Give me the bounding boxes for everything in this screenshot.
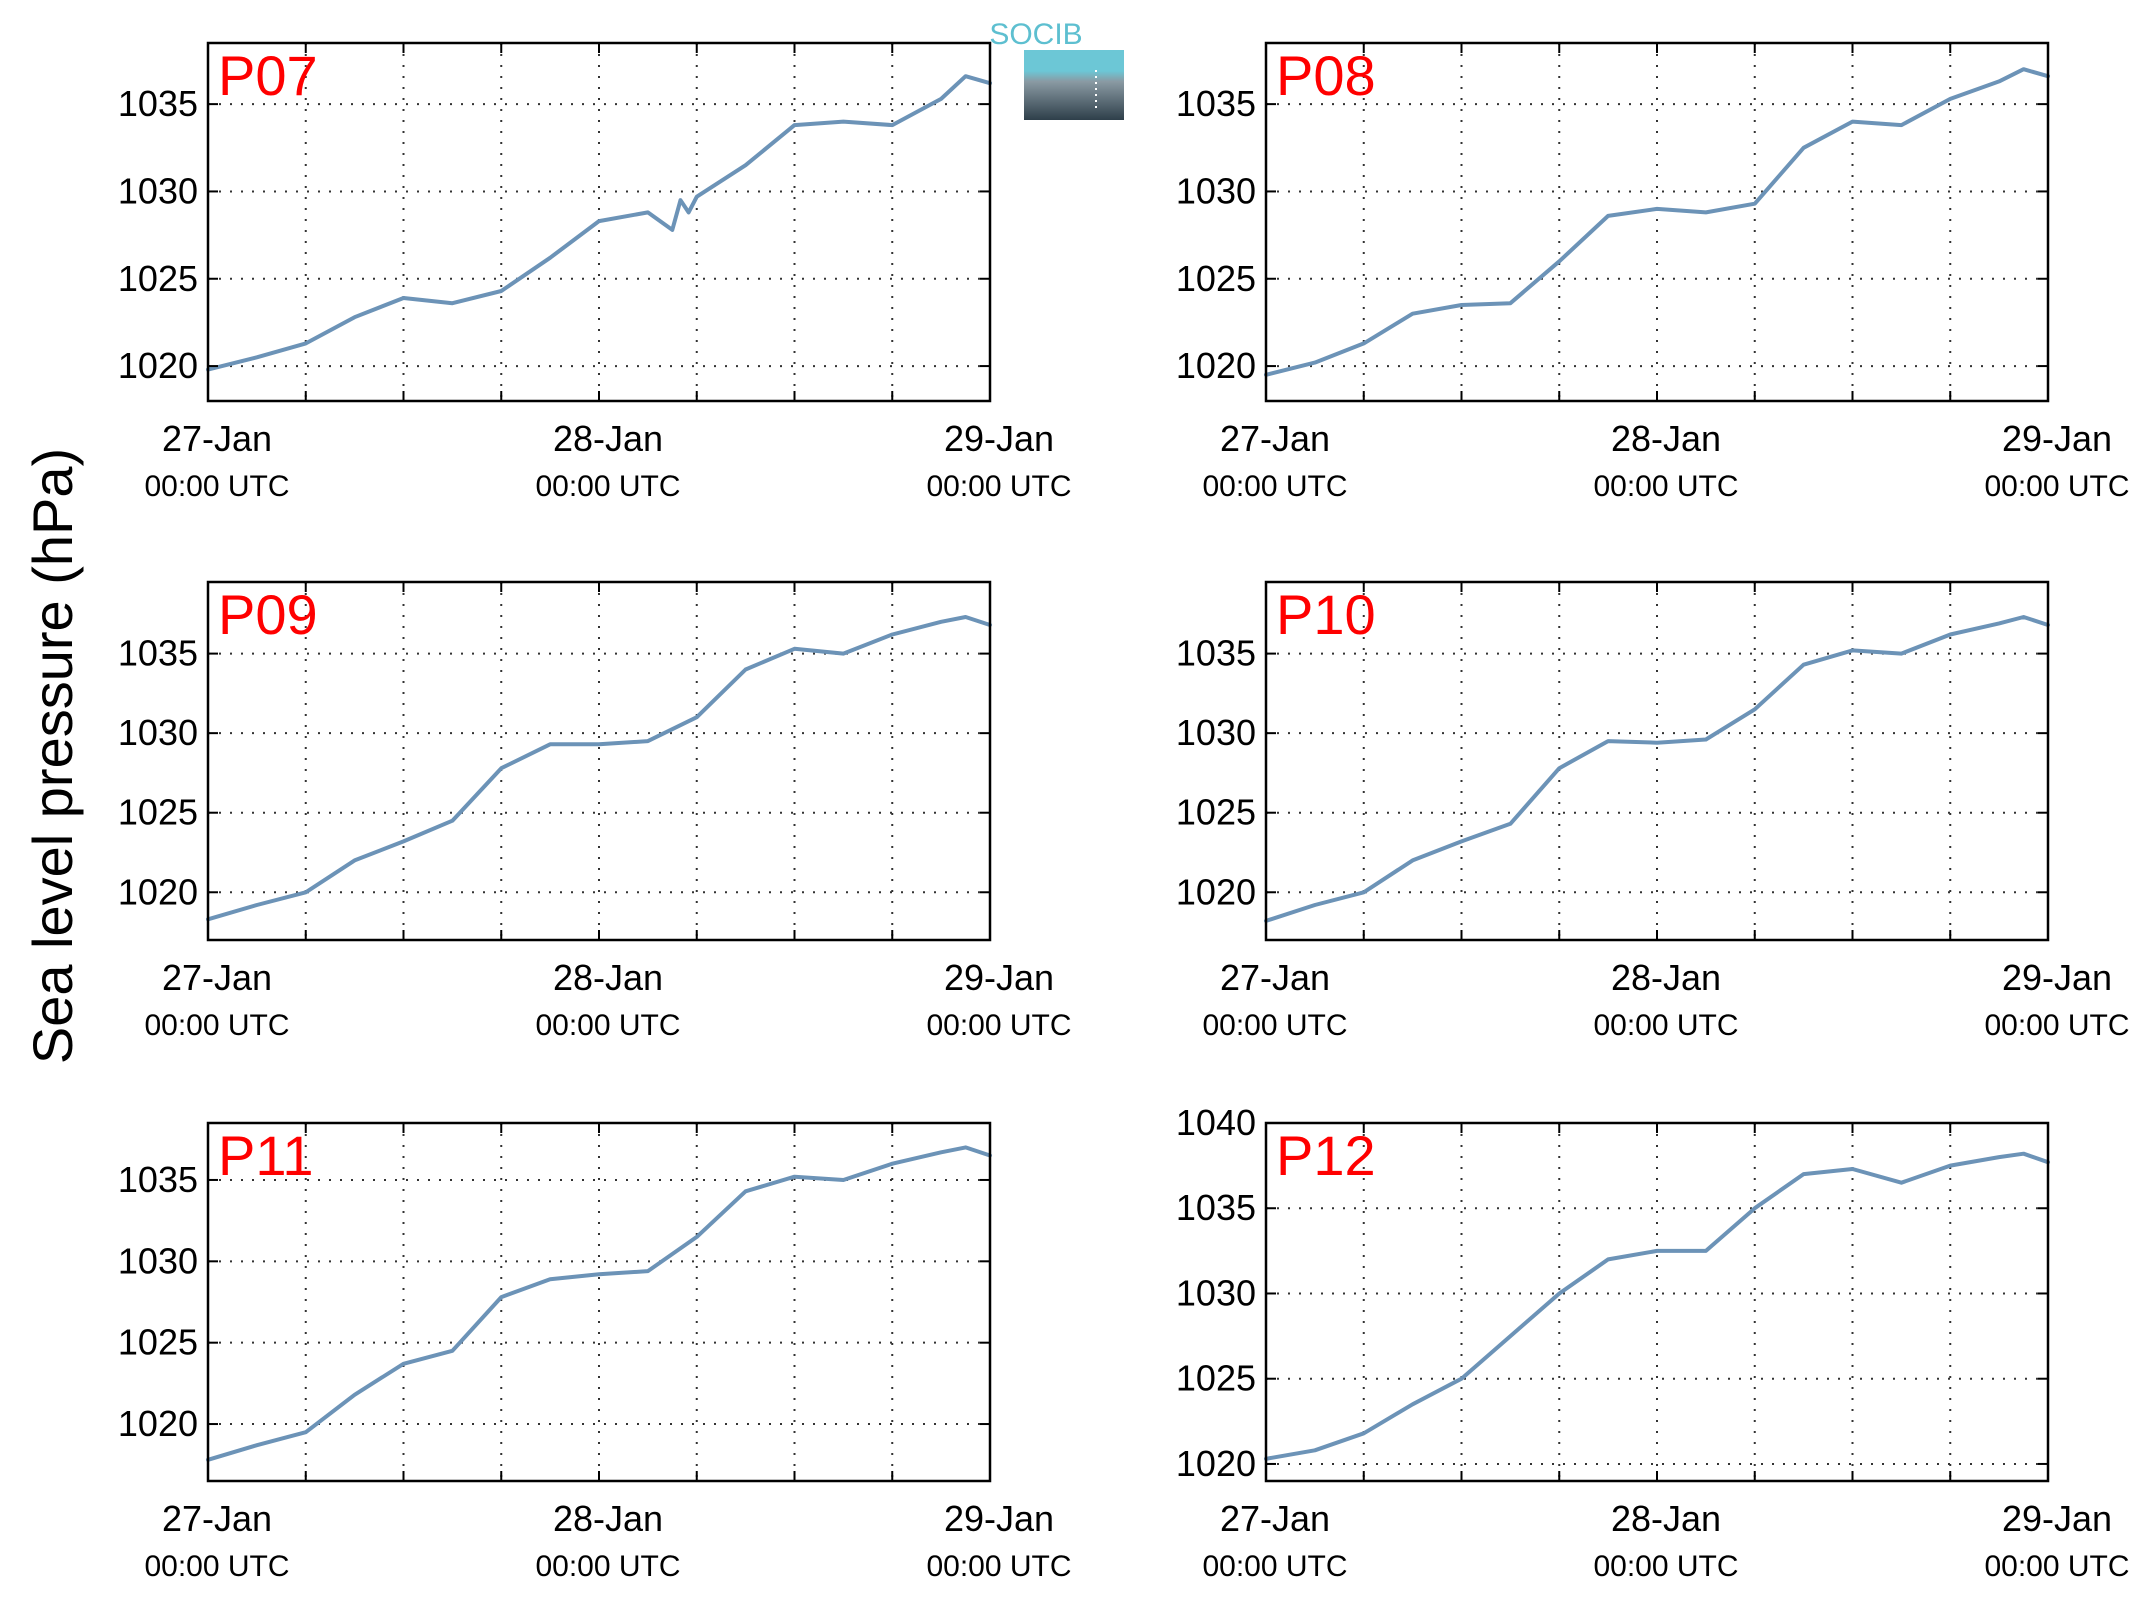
y-tick-label: 1020 — [118, 1403, 198, 1444]
x-tick-label-time: 00:00 UTC — [144, 470, 289, 503]
y-tick-label: 1035 — [118, 1159, 198, 1200]
x-tick-label-time: 00:00 UTC — [144, 1550, 289, 1583]
y-tick-label: 1030 — [118, 170, 198, 211]
x-tick-label-date: 28-Jan — [1611, 957, 1721, 998]
panel-p12: 1020 1025 1030 1035 1040 27-Jan 00:00 UTC 28-Ja… — [1176, 1102, 2130, 1583]
y-tick-label: 1025 — [118, 258, 198, 299]
y-tick-label: 1025 — [118, 792, 198, 833]
x-tick-label-date: 27-Jan — [1220, 418, 1330, 459]
socib-logo-mark — [1024, 50, 1124, 120]
x-tick-label-time: 00:00 UTC — [535, 470, 680, 503]
panel-label-p12: P12 — [1276, 1124, 1376, 1187]
y-tick-label: 1025 — [118, 1322, 198, 1363]
x-tick-label-time: 00:00 UTC — [1593, 1550, 1738, 1583]
x-tick-label-time: 00:00 UTC — [1984, 1009, 2129, 1042]
x-tick-label-time: 00:00 UTC — [1202, 1550, 1347, 1583]
x-tick-label-time: 00:00 UTC — [535, 1550, 680, 1583]
x-tick-label-time: 00:00 UTC — [535, 1009, 680, 1042]
x-tick-label-date: 27-Jan — [1220, 1498, 1330, 1539]
x-tick-label-time: 00:00 UTC — [926, 470, 1071, 503]
y-tick-label: 1020 — [118, 345, 198, 386]
y-tick-label: 1030 — [118, 1240, 198, 1281]
y-tick-label: 1035 — [118, 83, 198, 124]
pressure-line-p10 — [1264, 615, 2050, 923]
y-tick-label: 1035 — [1176, 633, 1256, 674]
x-tick-label-date: 27-Jan — [162, 957, 272, 998]
x-tick-label-date: 29-Jan — [2002, 957, 2112, 998]
pressure-line-p08 — [1264, 67, 2050, 377]
pressure-line-p09 — [206, 615, 992, 922]
socib-logo-text: SOCIB — [989, 18, 1082, 51]
x-tick-label-date: 28-Jan — [553, 957, 663, 998]
pressure-line-p07 — [206, 74, 992, 372]
x-tick-label-date: 28-Jan — [553, 1498, 663, 1539]
panel-p09: 1020 1025 1030 1035 27-Jan 00:00 UTC 28-Jan 00:… — [118, 580, 1072, 1042]
y-tick-label: 1025 — [1176, 258, 1256, 299]
panel-label-p08: P08 — [1276, 44, 1376, 107]
panel-label-p11: P11 — [218, 1124, 313, 1187]
y-axis-label: Sea level pressure (hPa) — [21, 448, 84, 1064]
x-tick-label-time: 00:00 UTC — [1202, 1009, 1347, 1042]
x-tick-label-time: 00:00 UTC — [1984, 1550, 2129, 1583]
panel-p07: 1020 1025 1030 1035 27-Jan 00:00 UTC 28-Jan 00:… — [118, 41, 1072, 503]
pressure-line-p12 — [1264, 1151, 2050, 1461]
x-tick-label-date: 29-Jan — [944, 957, 1054, 998]
y-tick-label: 1040 — [1176, 1102, 1256, 1143]
x-tick-label-time: 00:00 UTC — [926, 1550, 1071, 1583]
x-tick-label-date: 28-Jan — [1611, 1498, 1721, 1539]
x-tick-label-time: 00:00 UTC — [1202, 470, 1347, 503]
y-tick-label: 1020 — [118, 871, 198, 912]
pressure-line-p11 — [206, 1145, 992, 1462]
x-tick-label-time: 00:00 UTC — [926, 1009, 1071, 1042]
panels: 1020 1025 1030 1035 27-Jan 00:00 UTC 28-Jan 00:… — [118, 41, 2130, 1583]
panel-p08: 1020 1025 1030 1035 27-Jan 00:00 UTC 28-Jan 00:… — [1176, 41, 2130, 503]
x-tick-label-date: 28-Jan — [1611, 418, 1721, 459]
y-tick-label: 1025 — [1176, 1358, 1256, 1399]
panel-label-p07: P07 — [218, 44, 318, 107]
y-tick-label: 1030 — [118, 712, 198, 753]
x-tick-label-date: 27-Jan — [162, 418, 272, 459]
socib-logo: SOCIB — [989, 18, 1124, 120]
y-tick-label: 1025 — [1176, 792, 1256, 833]
x-tick-label-date: 29-Jan — [944, 1498, 1054, 1539]
x-tick-label-date: 29-Jan — [944, 418, 1054, 459]
x-tick-label-date: 29-Jan — [2002, 1498, 2112, 1539]
y-tick-label: 1020 — [1176, 871, 1256, 912]
y-tick-label: 1035 — [118, 633, 198, 674]
x-tick-label-date: 29-Jan — [2002, 418, 2112, 459]
panel-p10: 1020 1025 1030 1035 27-Jan 00:00 UTC 28-Jan 00:… — [1176, 580, 2130, 1042]
y-tick-label: 1030 — [1176, 1272, 1256, 1313]
x-tick-label-time: 00:00 UTC — [1593, 1009, 1738, 1042]
y-tick-label: 1030 — [1176, 170, 1256, 211]
panel-label-p10: P10 — [1276, 583, 1376, 646]
x-tick-label-time: 00:00 UTC — [1593, 470, 1738, 503]
x-tick-label-date: 28-Jan — [553, 418, 663, 459]
y-tick-label: 1035 — [1176, 1187, 1256, 1228]
y-tick-label: 1020 — [1176, 1443, 1256, 1484]
y-tick-label: 1030 — [1176, 712, 1256, 753]
x-tick-label-date: 27-Jan — [162, 1498, 272, 1539]
x-tick-label-date: 27-Jan — [1220, 957, 1330, 998]
panel-p11: 1020 1025 1030 1035 27-Jan 00:00 UTC 28-Jan 00:… — [118, 1121, 1072, 1583]
y-tick-label: 1020 — [1176, 345, 1256, 386]
y-tick-label: 1035 — [1176, 83, 1256, 124]
x-tick-label-time: 00:00 UTC — [1984, 470, 2129, 503]
panel-label-p09: P09 — [218, 583, 318, 646]
x-tick-label-time: 00:00 UTC — [144, 1009, 289, 1042]
